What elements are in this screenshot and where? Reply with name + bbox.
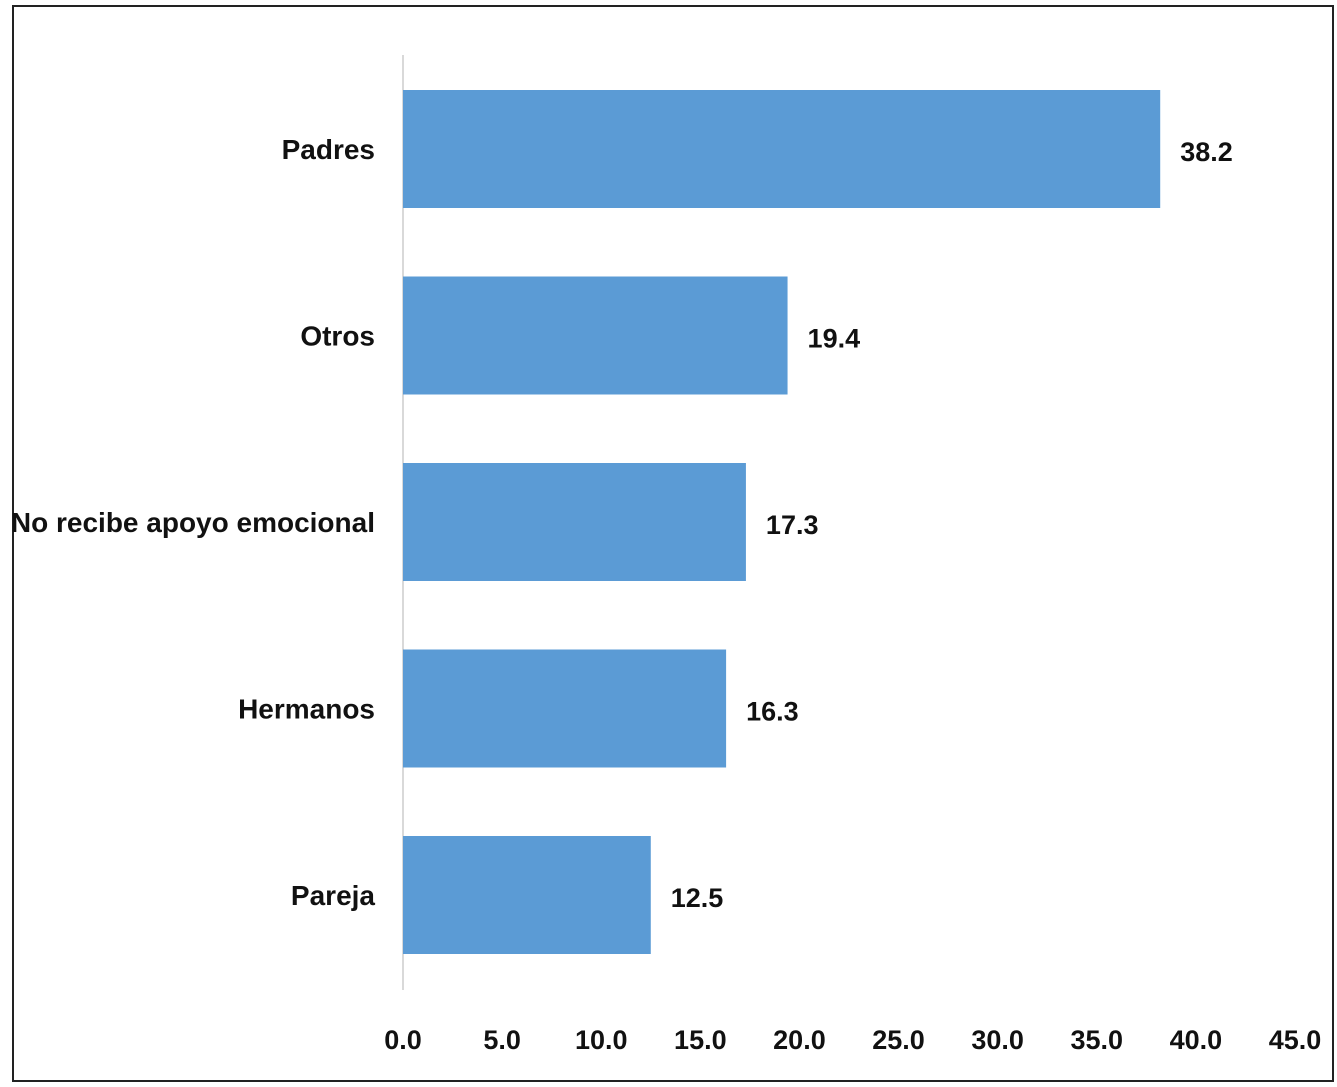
x-tick-label-3: 15.0 bbox=[674, 1025, 727, 1055]
x-tick-label-7: 35.0 bbox=[1070, 1025, 1123, 1055]
bar-hermanos bbox=[403, 649, 727, 768]
value-label-pareja: 12.5 bbox=[671, 883, 724, 913]
category-label-pareja: Pareja bbox=[291, 880, 375, 911]
category-label-padres: Padres bbox=[282, 134, 375, 165]
bar-pareja bbox=[403, 836, 651, 954]
x-tick-label-6: 30.0 bbox=[971, 1025, 1024, 1055]
x-tick-label-5: 25.0 bbox=[872, 1025, 925, 1055]
bar-padres bbox=[403, 90, 1161, 208]
category-label-no-recibe-apoyo-emocional: No recibe apoyo emocional bbox=[11, 507, 375, 538]
value-label-no-recibe-apoyo-emocional: 17.3 bbox=[766, 510, 819, 540]
x-tick-label-9: 45.0 bbox=[1269, 1025, 1322, 1055]
value-labels: 38.2 19.4 17.3 16.3 12.5 bbox=[671, 137, 1233, 913]
category-label-otros: Otros bbox=[300, 321, 375, 352]
x-tick-label-0: 0.0 bbox=[384, 1025, 422, 1055]
value-label-otros: 19.4 bbox=[808, 324, 861, 354]
x-tick-label-4: 20.0 bbox=[773, 1025, 826, 1055]
x-tick-label-1: 5.0 bbox=[483, 1025, 521, 1055]
value-label-padres: 38.2 bbox=[1180, 137, 1233, 167]
category-label-hermanos: Hermanos bbox=[238, 694, 375, 725]
x-tick-label-8: 40.0 bbox=[1170, 1025, 1223, 1055]
category-labels: Padres Otros No recibe apoyo emocional Herm… bbox=[11, 134, 376, 911]
value-label-hermanos: 16.3 bbox=[746, 697, 799, 727]
x-tick-label-2: 10.0 bbox=[575, 1025, 628, 1055]
x-axis-ticks: 0.0 5.0 10.0 15.0 20.0 25.0 30.0 35.0 40.0 45.0 bbox=[384, 1025, 1321, 1055]
bar-no-recibe-apoyo-emocional bbox=[403, 463, 746, 581]
bar-otros bbox=[403, 276, 788, 395]
bars-group bbox=[403, 90, 1161, 954]
